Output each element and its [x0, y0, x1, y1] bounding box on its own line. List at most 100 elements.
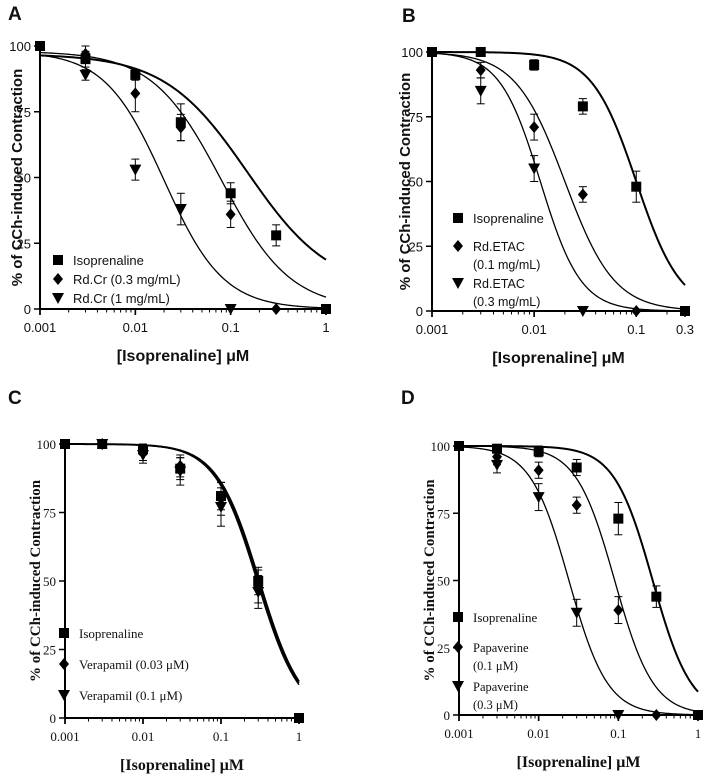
legend-marker [453, 240, 463, 252]
data-point [96, 439, 109, 450]
legend-label: Isoprenaline [73, 253, 144, 268]
x-tick-label: 1 [322, 320, 329, 335]
y-tick-label: 0 [444, 708, 451, 723]
x-tick-label: 0.1 [627, 322, 645, 337]
legend-label: Verapamil (0.03 μM) [79, 657, 189, 672]
y-tick-label: 25 [437, 641, 450, 656]
legend-label: (0.1 mg/mL) [473, 258, 540, 272]
fit-curve [432, 51, 686, 286]
chart-panel-a: A 0 25 50 75 100 0.001 0.01 0.1 1 [Isoprenaline] μ… [8, 4, 331, 365]
x-tick-label: 1 [296, 729, 303, 744]
y-tick-label: 100 [9, 39, 31, 54]
fit-curve [458, 445, 699, 713]
legend: Isoprenaline Rd.ETAC (0.1 mg/mL) Rd.ETAC (0.… [452, 211, 544, 309]
y-tick-label: 50 [43, 574, 56, 589]
legend-label: (0.1 μM) [473, 659, 518, 673]
fit-curve [65, 443, 300, 686]
chart-panel-d: D 0 25 50 75 100 0.001 0.01 0.1 1 [Isoprenaline] μ… [401, 388, 703, 771]
y-tick-label: 0 [416, 304, 423, 319]
data-point [174, 204, 187, 216]
data-point [528, 163, 541, 175]
data-point [631, 305, 642, 317]
data-point [130, 87, 141, 100]
chart-panel-b: B 0 25 50 75 100 0.001 0.01 0.1 0.3 [Isoprenaline]… [397, 6, 694, 367]
data-point [129, 164, 142, 176]
data-point [79, 69, 92, 81]
legend-marker [452, 681, 464, 692]
x-tick-label: 0.1 [610, 726, 626, 741]
y-tick-label: 50 [437, 574, 450, 589]
data-point [612, 710, 625, 721]
legend-label: Rd.ETAC [473, 240, 525, 254]
data-point [475, 47, 486, 57]
data-point [613, 513, 624, 524]
data-point [321, 304, 331, 314]
data-point [225, 188, 236, 199]
data-point [294, 713, 304, 723]
data-point [631, 181, 642, 192]
fit-curve [431, 52, 686, 312]
legend-label: Rd.ETAC [473, 277, 525, 291]
data-point [613, 604, 624, 617]
legend: Isoprenaline Rd.Cr (0.3 mg/mL) Rd.Cr (1 mg… [52, 253, 181, 306]
legend: Isoprenaline Papaverine (0.1 μM) Papaverine… [452, 610, 537, 712]
y-tick-label: 100 [401, 45, 423, 60]
legend-label: Isoprenaline [79, 626, 143, 641]
series-2 [65, 439, 300, 686]
x-tick-label: 0.01 [132, 729, 155, 744]
legend-marker [453, 641, 463, 653]
y-tick-label: 50 [409, 175, 423, 190]
fit-curve [39, 54, 327, 309]
legend-label: Papaverine [473, 680, 529, 694]
x-tick-label: 0.3 [676, 322, 694, 337]
data-point [532, 492, 545, 504]
data-point [529, 121, 540, 134]
x-tick-label: 0.01 [123, 320, 148, 335]
x-tick-label: 0.001 [444, 726, 473, 741]
legend-marker [59, 658, 69, 670]
data-point [529, 59, 540, 70]
legend-marker [59, 628, 69, 638]
data-point [571, 462, 582, 473]
fit-curve [39, 54, 327, 261]
data-point [651, 709, 662, 721]
data-point [571, 499, 582, 512]
legend-label: Rd.Cr (0.3 mg/mL) [73, 272, 181, 287]
panel-label: D [401, 388, 415, 409]
x-tick-label: 0.001 [50, 729, 79, 744]
y-tick-label: 0 [24, 302, 31, 317]
legend-marker [453, 213, 463, 223]
x-tick-label: 0.01 [521, 322, 546, 337]
legend-marker [53, 273, 63, 285]
panel-label: B [402, 6, 416, 27]
y-tick-label: 75 [17, 105, 31, 120]
y-tick-label: 25 [409, 239, 423, 254]
y-tick-label: 25 [43, 643, 56, 658]
data-point [576, 306, 589, 317]
series-1 [431, 52, 686, 317]
legend-marker [58, 690, 70, 701]
data-point [570, 607, 583, 619]
data-point [215, 502, 227, 514]
data-point [224, 304, 237, 315]
legend-label: Verapamil (0.1 μM) [79, 688, 182, 703]
legend-label: Isoprenaline [473, 211, 544, 226]
x-axis-title: [Isoprenaline] μM [117, 348, 249, 365]
legend-marker [53, 255, 63, 265]
x-axis-title: [Isoprenaline] μM [120, 757, 244, 774]
y-tick-label: 75 [437, 506, 450, 521]
data-point [475, 64, 486, 77]
series-0 [60, 439, 304, 723]
data-point [271, 303, 282, 315]
data-point [491, 459, 504, 471]
y-axis-title: % of CCh-induced Contraction [28, 479, 44, 682]
y-tick-label: 100 [431, 439, 451, 454]
panel-label: C [8, 388, 22, 409]
legend-label: Rd.Cr (1 mg/mL) [73, 291, 170, 306]
data-point [651, 591, 662, 602]
series-1 [39, 45, 327, 315]
data-point [225, 208, 236, 221]
data-point [454, 441, 464, 451]
y-axis-title: % of CCh-induced Contraction [422, 479, 438, 682]
